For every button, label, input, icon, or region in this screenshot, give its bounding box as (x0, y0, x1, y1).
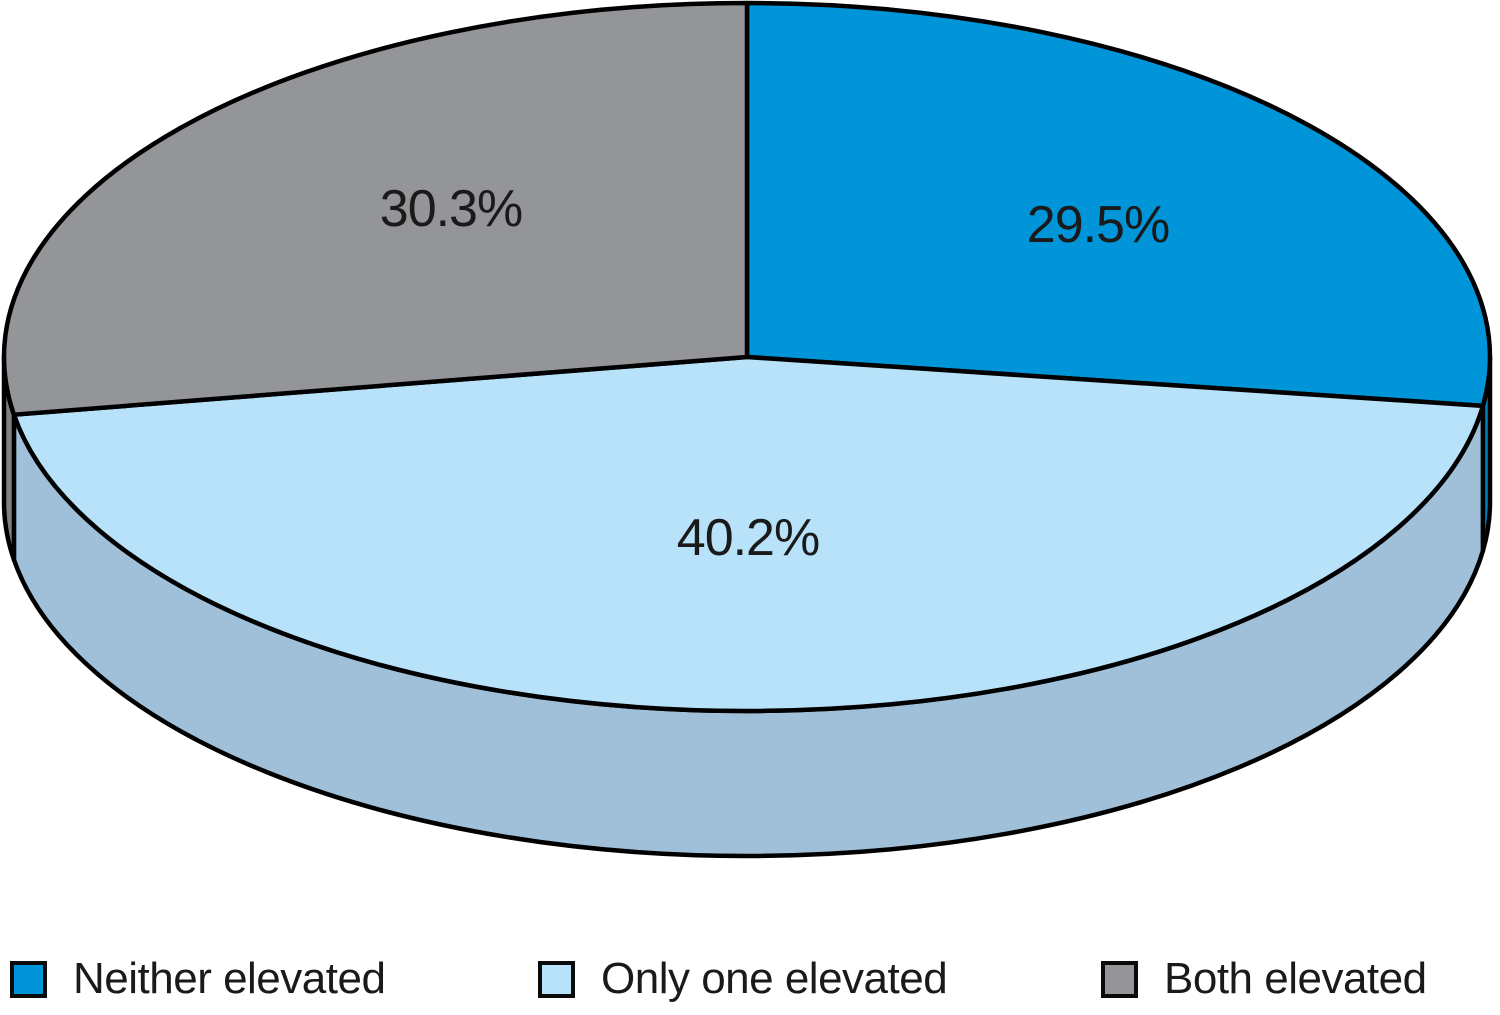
legend-label: Both elevated (1164, 954, 1427, 1003)
legend-label: Neither elevated (73, 954, 386, 1003)
legend-swatch-neither-elevated (10, 960, 47, 998)
legend-label: Only one elevated (601, 954, 948, 1003)
legend-item-both-elevated: Both elevated (1101, 953, 1427, 1005)
slice-label-2: 30.3% (379, 180, 523, 238)
slice-label-1: 40.2% (676, 509, 820, 567)
legend-swatch-only-one-elevated (538, 960, 575, 998)
legend-item-only-one-elevated: Only one elevated (538, 953, 948, 1005)
legend-swatch-both-elevated (1101, 960, 1138, 998)
slice-label-0: 29.5% (1026, 196, 1170, 254)
legend-item-neither-elevated: Neither elevated (10, 953, 386, 1005)
legend: Neither elevated Only one elevated Both … (0, 953, 1500, 1005)
